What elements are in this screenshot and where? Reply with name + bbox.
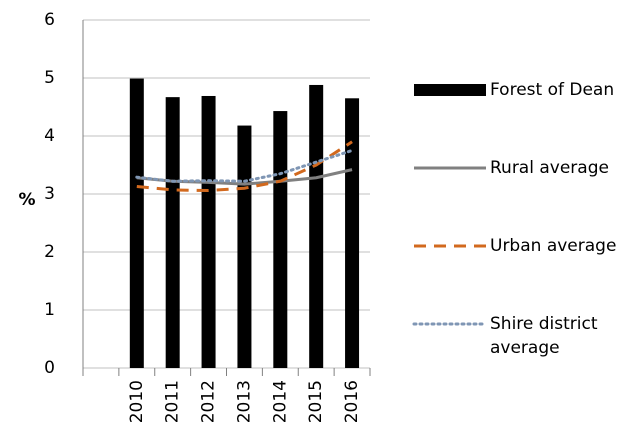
legend-item: Shire district average: [412, 312, 627, 390]
legend-label: Shire district average: [490, 314, 598, 358]
swatch: [414, 84, 486, 96]
legend-swatch: [414, 244, 486, 248]
y-tick-label: 2: [44, 242, 55, 262]
legend-swatch: [414, 166, 486, 170]
y-axis-label: %: [18, 190, 35, 210]
legend-label: Rural average: [490, 158, 609, 178]
bar: [129, 78, 144, 368]
legend: Forest of Dean Rural average Urban average…: [412, 78, 627, 390]
x-tick-label: 2010: [127, 380, 147, 423]
x-tick-label: 2012: [199, 380, 219, 423]
bar: [345, 98, 360, 369]
legend-label: Urban average: [490, 236, 617, 256]
bar: [165, 97, 180, 368]
x-tick-label: 2015: [306, 380, 326, 423]
y-tick-label: 0: [44, 358, 55, 378]
legend-label: Forest of Dean: [490, 80, 615, 100]
y-tick-label: 4: [44, 126, 55, 146]
legend-item: Forest of Dean: [412, 78, 627, 156]
legend-swatch: [412, 322, 488, 326]
line-series: [135, 149, 354, 183]
x-tick-label: 2013: [234, 380, 254, 423]
y-tick-label: 6: [44, 10, 55, 30]
y-tick-label: 1: [44, 300, 55, 320]
x-tick-label: 2016: [342, 380, 362, 423]
bar: [237, 125, 252, 368]
line-series: [136, 140, 353, 193]
bar: [273, 111, 288, 368]
y-tick-label: 5: [44, 68, 55, 88]
y-tick-label: 3: [44, 184, 55, 204]
bar: [309, 84, 324, 369]
x-tick-label: 2011: [163, 380, 183, 423]
bar: [201, 95, 216, 368]
legend-swatch: [414, 84, 486, 96]
legend-item: Urban average: [412, 234, 627, 312]
legend-item: Rural average: [412, 156, 627, 234]
x-tick-label: 2014: [270, 380, 290, 423]
